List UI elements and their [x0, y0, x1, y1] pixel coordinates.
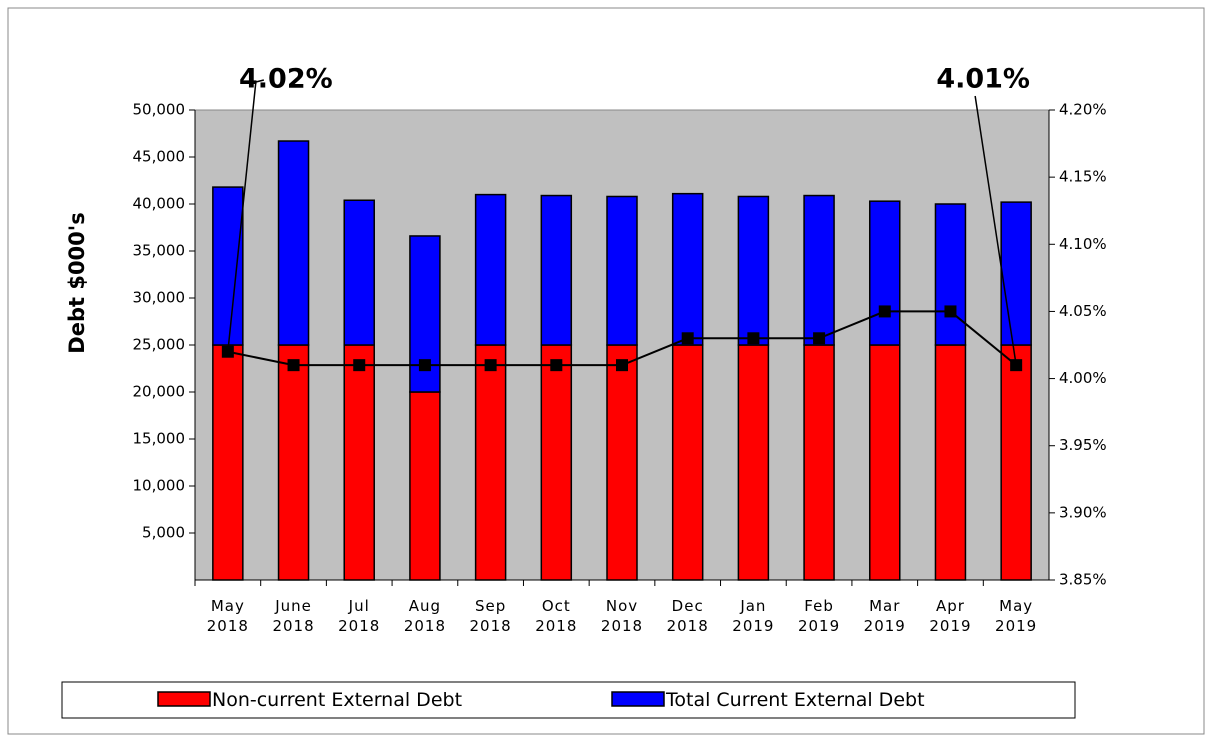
bar-segment — [212, 186, 244, 346]
bar-segment — [606, 195, 638, 346]
bar-segment — [934, 203, 967, 346]
line-marker — [353, 359, 366, 372]
bar-segment — [540, 344, 573, 581]
y-tick-label: 50,000 — [133, 101, 186, 119]
y2-tick-label: 3.85% — [1059, 571, 1107, 589]
annotation-leader — [974, 95, 1017, 366]
bar-segment — [869, 344, 901, 581]
legend-swatch — [157, 691, 211, 707]
y-tick-label: 25,000 — [133, 336, 186, 354]
bar-segment — [934, 344, 967, 581]
y2-tick-label: 4.10% — [1059, 235, 1107, 253]
bar-segment — [540, 194, 573, 346]
bar-segment — [737, 344, 770, 581]
bar-segment — [474, 344, 507, 581]
x-tick-label: Apr 2019 — [929, 597, 972, 635]
x-tick-label: May 2019 — [995, 597, 1038, 635]
line-marker — [484, 359, 497, 372]
data-label: 4.01% — [936, 64, 1030, 95]
x-tick-label: Aug 2018 — [403, 597, 447, 635]
x-tick-label: Dec 2018 — [666, 597, 709, 635]
y-tick-label: 30,000 — [133, 289, 186, 307]
bar-segment — [869, 200, 901, 346]
y-axis-title: Debt $000's — [65, 212, 89, 353]
line-marker — [813, 332, 826, 345]
line-marker — [878, 305, 891, 318]
bar-segment — [1000, 201, 1032, 346]
x-tick-label: Jan 2019 — [732, 597, 775, 635]
bar-segment — [737, 195, 770, 346]
legend-box — [61, 681, 1076, 719]
line-marker — [747, 332, 760, 345]
y2-tick-label: 3.95% — [1059, 436, 1107, 454]
bar-segment — [803, 194, 835, 346]
x-tick-label: May 2018 — [206, 597, 249, 635]
x-tick-label: Feb 2019 — [797, 597, 841, 635]
bar-segment — [803, 344, 835, 581]
x-tick-label: June 2018 — [272, 597, 315, 635]
line-marker — [550, 359, 563, 372]
bar-segment — [671, 192, 704, 346]
y2-tick-label: 3.90% — [1059, 503, 1107, 521]
y-tick-label: 45,000 — [133, 148, 186, 166]
y-tick-label: 40,000 — [133, 195, 186, 213]
x-tick-label: Oct 2018 — [535, 597, 578, 635]
y2-tick-label: 4.15% — [1059, 168, 1107, 186]
y-tick-label: 15,000 — [133, 430, 186, 448]
bar-segment — [606, 344, 638, 581]
y-tick-label: 5,000 — [142, 524, 185, 542]
line-marker — [681, 332, 694, 345]
bar-segment — [343, 344, 375, 581]
y2-tick-label: 4.00% — [1059, 369, 1107, 387]
legend-label: Total Current External Debt — [666, 689, 925, 711]
x-tick-label: Sep 2018 — [469, 597, 512, 635]
bar-segment — [277, 140, 310, 346]
line-marker — [418, 359, 431, 372]
annotation-leader — [227, 79, 265, 352]
x-tick-label: Mar 2019 — [863, 597, 906, 635]
bar-segment — [343, 199, 375, 346]
bar-segment — [474, 193, 507, 346]
bar-segment — [212, 344, 244, 581]
legend-label: Non-current External Debt — [212, 689, 463, 711]
bar-segment — [409, 391, 441, 581]
y-tick-label: 20,000 — [133, 383, 186, 401]
bar-segment — [671, 344, 704, 581]
y-tick-label: 10,000 — [133, 477, 186, 495]
line-marker — [287, 359, 300, 372]
y2-tick-label: 4.20% — [1059, 101, 1107, 119]
data-label: 4.02% — [239, 64, 333, 95]
y2-tick-label: 4.05% — [1059, 302, 1107, 320]
x-tick-label: Nov 2018 — [600, 597, 644, 635]
line-marker — [616, 359, 628, 372]
bar-segment — [1000, 344, 1032, 581]
line-marker — [944, 305, 957, 318]
x-tick-label: Jul 2018 — [338, 597, 381, 635]
y-tick-label: 35,000 — [133, 242, 186, 260]
bar-segment — [277, 344, 310, 581]
legend-swatch — [611, 691, 665, 707]
